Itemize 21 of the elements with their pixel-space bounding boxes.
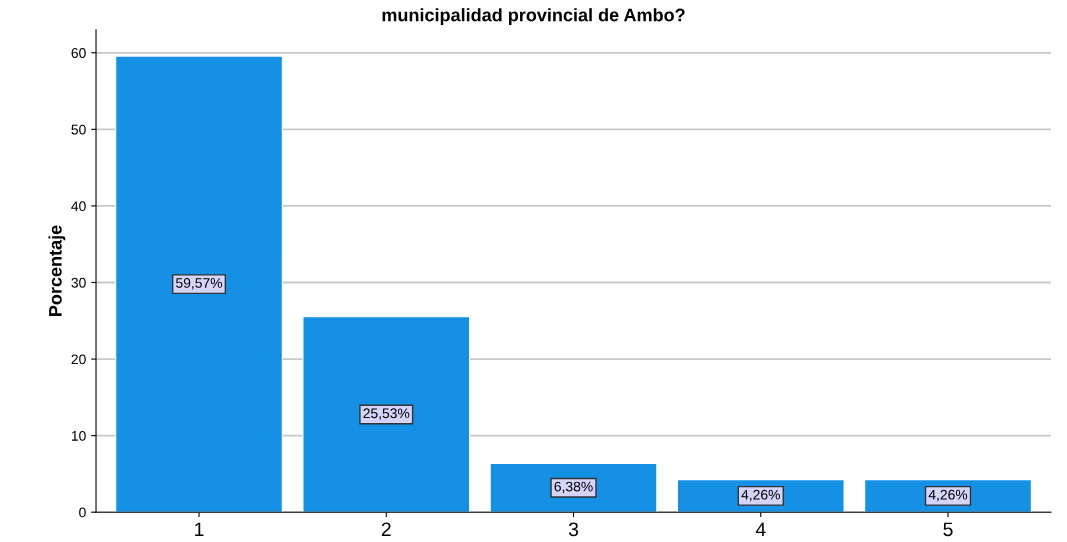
y-tick-label: 40	[71, 201, 86, 212]
y-axis-title: Porcentaje	[48, 225, 66, 316]
chart-title: municipalidad provincial de Ambo?	[382, 8, 685, 25]
x-tick-label: 5	[943, 522, 953, 537]
y-tick-label: 20	[71, 354, 86, 365]
bar	[115, 55, 283, 513]
data-label: 25,53%	[363, 408, 410, 420]
x-tick-label: 2	[381, 522, 391, 536]
y-tick-label: 30	[71, 277, 86, 288]
y-tick-label: 10	[71, 430, 86, 441]
y-tick-label: 60	[71, 48, 86, 58]
x-tick-label: 1	[195, 522, 204, 536]
x-tick-label: 4	[755, 522, 766, 536]
data-label: 59,57%	[176, 278, 223, 290]
data-label: 4,26%	[928, 489, 968, 502]
data-label: 6,38%	[554, 481, 593, 494]
y-tick-label: 50	[71, 124, 86, 135]
x-tick-label: 3	[568, 522, 579, 537]
data-label: 4,26%	[741, 489, 780, 502]
bar	[302, 316, 471, 513]
y-tick-label: 0	[79, 507, 86, 518]
